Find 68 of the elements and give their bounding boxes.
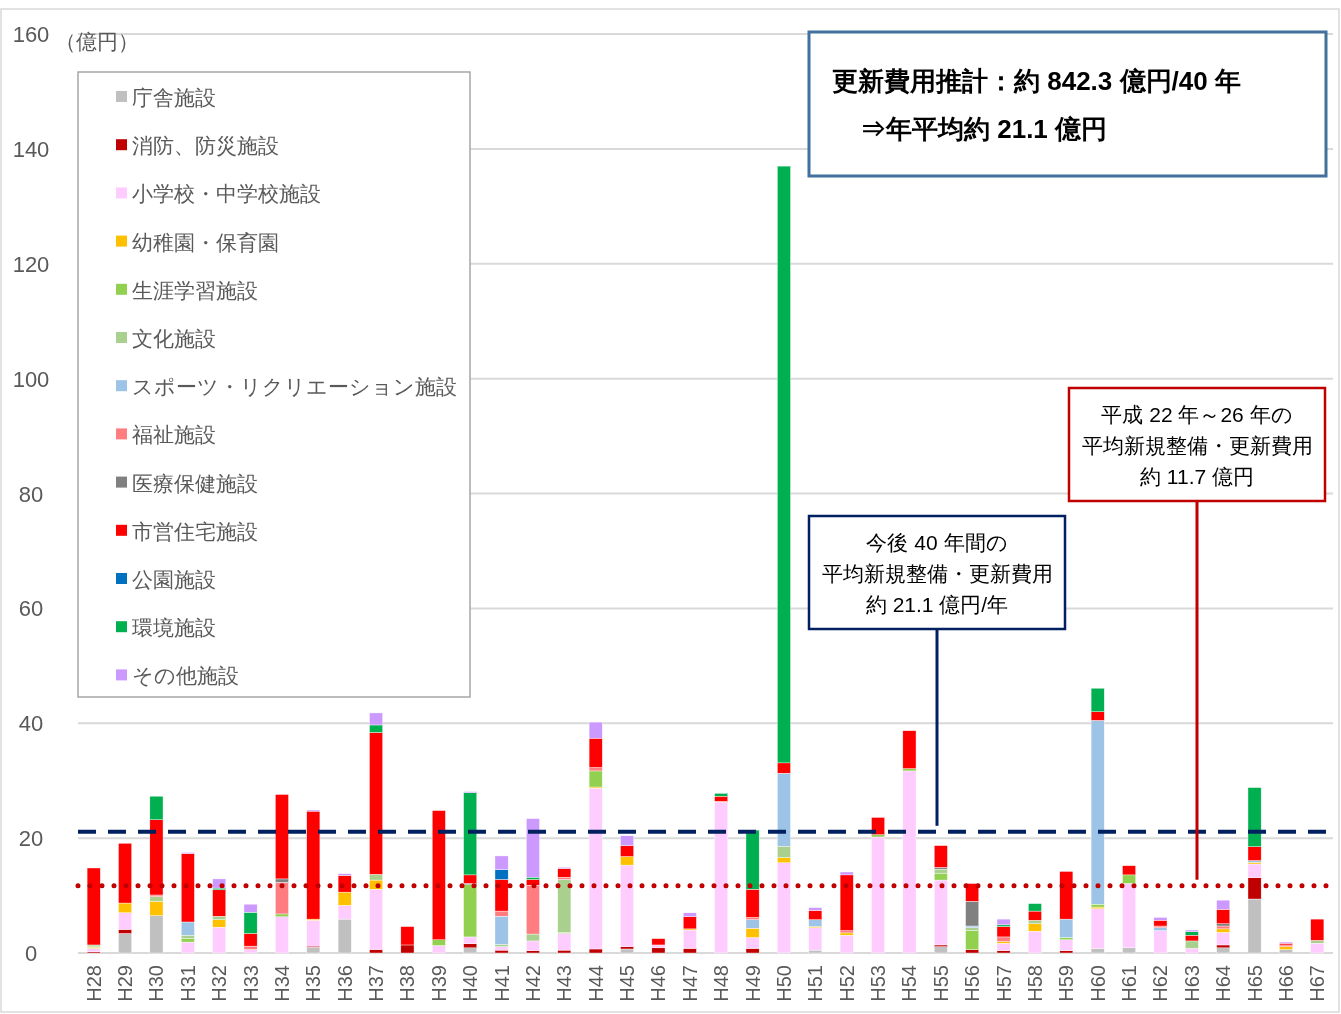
annotation-box: 更新費用推計：約 842.3 億円/40 年 ⇒年平均約 21.1 億円 [807, 30, 1328, 178]
x-tick-label: H33 [239, 965, 262, 1002]
x-tick-label: H52 [835, 965, 858, 1002]
x-tick-label: H43 [553, 965, 576, 1002]
legend-label: 公園施設 [132, 568, 216, 591]
x-tick-label: H60 [1086, 965, 1109, 1002]
x-tick-label: H50 [772, 965, 795, 1002]
x-tick-label: H41 [490, 965, 513, 1002]
ref-line-label: 平成 22 年～26 年の平均新規整備・更新費用約 11.7 億円 [1081, 403, 1313, 488]
legend-label: スポーツ・リクリエーション施設 [132, 375, 457, 399]
legend-label: 文化施設 [132, 327, 216, 350]
legend-label: その他施設 [132, 664, 239, 688]
x-tick-label: H64 [1212, 965, 1235, 1002]
legend-label: 幼稚園・保育園 [132, 230, 279, 254]
x-tick-label: H28 [82, 965, 105, 1002]
legend-label: 医療保健施設 [132, 471, 258, 495]
legend-label: 環境施設 [132, 616, 216, 640]
x-tick-label: H65 [1243, 965, 1266, 1002]
x-tick-label: H35 [302, 965, 325, 1002]
x-tick-label: H42 [521, 965, 544, 1002]
x-tick-label: H30 [145, 965, 168, 1002]
x-tick-label: H40 [459, 965, 482, 1002]
x-tick-label: H36 [333, 965, 356, 1002]
x-tick-label: H45 [616, 965, 639, 1002]
ylabel: （億円） [55, 30, 139, 53]
y-tick-label: 160 [12, 22, 50, 47]
x-tick-label: H29 [114, 965, 137, 1002]
x-tick-label: H66 [1274, 965, 1297, 1002]
legend-label: 市営住宅施設 [132, 519, 258, 543]
x-tick-label: H47 [678, 965, 701, 1002]
x-tick-label: H57 [992, 965, 1015, 1002]
x-tick-label: H34 [270, 965, 293, 1002]
x-tick-label: H51 [804, 965, 827, 1002]
y-tick-label: 120 [12, 251, 50, 277]
x-tick-label: H38 [396, 965, 419, 1002]
y-tick-label: 60 [18, 596, 44, 622]
x-tick-label: H63 [1180, 965, 1203, 1002]
x-tick-label: H67 [1306, 965, 1329, 1002]
x-tick-label: H39 [427, 965, 450, 1002]
x-tick-label: H61 [1118, 965, 1141, 1002]
y-tick-label: 20 [18, 826, 44, 852]
legend-label: 福祉施設 [132, 423, 216, 447]
x-tick-label: H31 [176, 965, 199, 1002]
x-tick-label: H54 [898, 965, 921, 1002]
y-tick-label: 140 [12, 136, 50, 162]
x-tick-label: H37 [365, 965, 388, 1002]
legend-label: 生涯学習施設 [132, 278, 258, 302]
ref-line-label: 今後 40 年間の平均新規整備・更新費用約 21.1 億円/年 [821, 531, 1053, 616]
y-tick-label: 80 [18, 481, 44, 507]
x-tick-label: H49 [741, 965, 764, 1002]
x-tick-label: H48 [710, 965, 733, 1002]
x-tick-label: H59 [1055, 965, 1078, 1002]
annotation: ⇒年平均約 21.1 億円 [860, 114, 1108, 144]
x-tick-label: H44 [584, 965, 607, 1002]
legend-label: 庁舎施設 [132, 86, 216, 109]
x-tick-label: H46 [647, 965, 670, 1002]
y-tick-label: 100 [12, 366, 50, 392]
x-tick-label: H62 [1149, 965, 1172, 1002]
y-tick-label: 40 [18, 711, 44, 737]
annotation: 更新費用推計：約 842.3 億円/40 年 [832, 66, 1241, 96]
legend-label: 消防、防災施設 [132, 134, 279, 158]
legend-label: 小学校・中学校施設 [132, 182, 321, 206]
y-tick-label: 0 [24, 941, 38, 966]
x-tick-label: H53 [867, 965, 890, 1002]
x-tick-label: H55 [929, 965, 952, 1002]
x-tick-label: H58 [1023, 965, 1046, 1002]
x-tick-label: H56 [961, 965, 984, 1002]
x-tick-label: H32 [208, 965, 231, 1002]
